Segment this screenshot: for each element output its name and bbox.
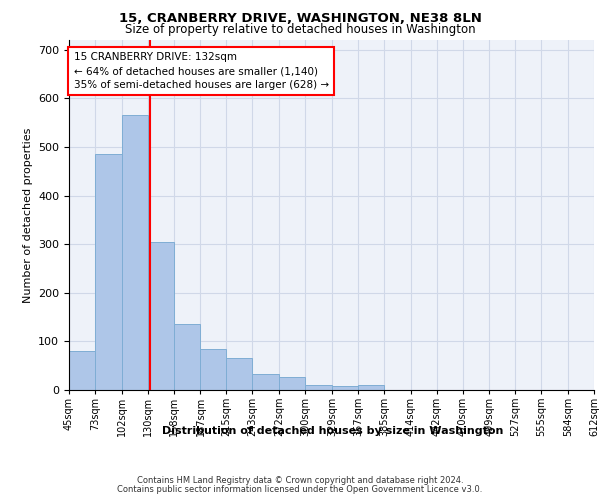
Bar xyxy=(173,324,200,390)
Bar xyxy=(226,358,253,390)
Text: 15 CRANBERRY DRIVE: 132sqm
← 64% of detached houses are smaller (1,140)
35% of s: 15 CRANBERRY DRIVE: 132sqm ← 64% of deta… xyxy=(74,52,329,90)
Text: 15, CRANBERRY DRIVE, WASHINGTON, NE38 8LN: 15, CRANBERRY DRIVE, WASHINGTON, NE38 8L… xyxy=(119,12,481,26)
Bar xyxy=(122,116,148,390)
Bar xyxy=(253,374,279,390)
Bar xyxy=(279,377,305,390)
Bar xyxy=(358,385,384,390)
Text: Distribution of detached houses by size in Washington: Distribution of detached houses by size … xyxy=(163,426,503,436)
Bar xyxy=(69,351,95,390)
Bar xyxy=(305,385,332,390)
Text: Contains public sector information licensed under the Open Government Licence v3: Contains public sector information licen… xyxy=(118,485,482,494)
Text: Contains HM Land Registry data © Crown copyright and database right 2024.: Contains HM Land Registry data © Crown c… xyxy=(137,476,463,485)
Bar xyxy=(95,154,122,390)
Bar xyxy=(148,242,173,390)
Y-axis label: Number of detached properties: Number of detached properties xyxy=(23,128,32,302)
Bar xyxy=(200,348,226,390)
Bar xyxy=(332,386,358,390)
Text: Size of property relative to detached houses in Washington: Size of property relative to detached ho… xyxy=(125,22,475,36)
